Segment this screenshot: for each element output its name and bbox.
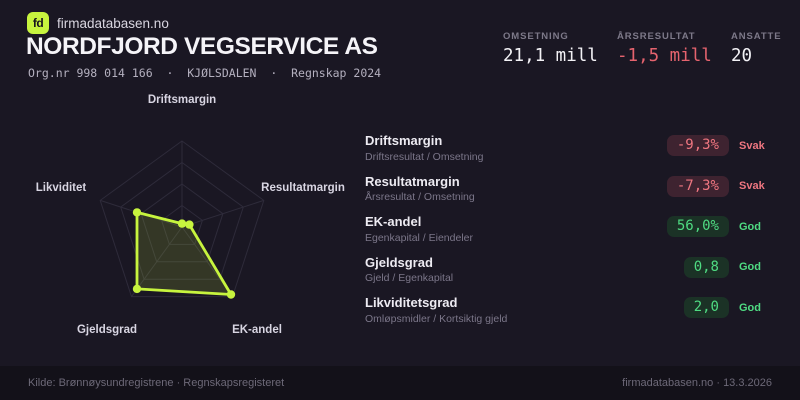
radar-grid-ring xyxy=(120,161,244,280)
metric-value-group: 56,0% God xyxy=(666,216,775,237)
stat-label: ÅRSRESULTAT xyxy=(617,31,696,42)
metric-row: Likviditetsgrad Omløpsmidler / Kortsiktig… xyxy=(365,295,775,337)
brand-site-name[interactable]: firmadatabasen.no xyxy=(57,15,169,31)
radar-grid-spoke xyxy=(131,226,183,297)
firmadatabasen-logo-icon[interactable]: fd xyxy=(27,12,49,34)
metric-rating-label: God xyxy=(739,261,761,273)
metric-formula: Gjeld / Egenkapital xyxy=(365,272,454,285)
metric-row: Driftsmargin Driftsresultat / Omsetning -9… xyxy=(365,133,775,175)
metric-rating-label: Svak xyxy=(739,139,765,152)
metric-row: Resultatmargin Årsresultat / Omsetning -7,… xyxy=(365,173,775,216)
footer-site-date-text: firmadatabasen.no · 13.3.2026 xyxy=(622,377,772,389)
radar-axis-label-gjeldsgrad: Gjeldsgrad xyxy=(76,324,138,336)
metric-info: Gjeldsgrad Gjeld / Egenkapital xyxy=(365,254,454,285)
metric-row: Gjeldsgrad Gjeld / Egenkapital 0,8 God xyxy=(365,254,775,297)
radar-grid-spoke xyxy=(181,199,264,228)
stat-value: -1,5 mill xyxy=(617,46,712,66)
radar-grid-ring xyxy=(99,140,265,298)
radar-data-point xyxy=(132,284,142,294)
metric-row: EK-andel Egenkapital / Eiendeler 56,0% God xyxy=(365,214,775,256)
stat-label: ANSATTE xyxy=(731,31,782,42)
metric-formula: Omløpsmidler / Kortsiktig gjeld xyxy=(365,312,508,325)
company-name-title: NORDFJORD VEGSERVICE AS xyxy=(26,33,378,60)
metric-value-group: 0,8 God xyxy=(683,256,775,278)
metric-formula: Egenkapital / Eiendeler xyxy=(365,231,473,244)
metric-name: Gjeldsgrad xyxy=(365,254,433,270)
radar-grid-ring xyxy=(161,204,203,245)
metric-value-group: -9,3% Svak xyxy=(666,135,775,156)
metric-info: EK-andel Egenkapital / Eiendeler xyxy=(365,214,473,244)
brand-link[interactable]: fd firmadatabasen.no xyxy=(27,12,169,34)
radar-axis-label-likviditet: Likviditet xyxy=(35,182,87,194)
stat-årsresultat: ÅRSRESULTAT -1,5 mill xyxy=(617,31,731,66)
metric-value-group: 2,0 God xyxy=(683,297,775,318)
radar-grid-ring xyxy=(140,183,224,263)
metric-info: Likviditetsgrad Omløpsmidler / Kortsiktig… xyxy=(365,295,508,325)
stat-omsetning: OMSETNING 21,1 mill xyxy=(503,31,617,66)
metric-formula: Driftsresultat / Omsetning xyxy=(365,150,484,163)
footer-source-text: Kilde: Brønnøysundregistrene · Regnskaps… xyxy=(28,377,285,389)
metric-value-group: -7,3% Svak xyxy=(666,175,775,197)
metric-name: Likviditetsgrad xyxy=(365,295,458,310)
metric-name: Driftsmargin xyxy=(365,133,443,148)
radar-data-point xyxy=(185,220,194,229)
radar-data-point xyxy=(132,208,142,217)
stat-value: 21,1 mill xyxy=(503,46,598,66)
stat-label: OMSETNING xyxy=(503,31,569,42)
radar-axis-label-resultatmargin: Resultatmargin xyxy=(261,182,345,194)
metric-value-badge: -9,3% xyxy=(666,135,729,156)
metric-name: Resultatmargin xyxy=(365,173,460,189)
metrics-list: Driftsmargin Driftsresultat / Omsetning -9… xyxy=(365,133,775,337)
metric-info: Resultatmargin Årsresultat / Omsetning xyxy=(365,173,475,204)
metric-rating-label: Svak xyxy=(739,180,765,192)
metric-value-badge: 56,0% xyxy=(666,216,729,237)
metric-rating-label: God xyxy=(739,220,761,233)
metric-info: Driftsmargin Driftsresultat / Omsetning xyxy=(365,133,484,163)
org-info-line: Org.nr 998 014 166 · KJØLSDALEN · Regnsk… xyxy=(28,66,382,80)
stat-ansatte: ANSATTE 20 xyxy=(731,31,782,66)
metric-name: EK-andel xyxy=(365,214,422,229)
metric-formula: Årsresultat / Omsetning xyxy=(365,191,475,204)
metric-rating-label: God xyxy=(739,301,761,314)
key-figures-strip: OMSETNING 21,1 mill ÅRSRESULTAT -1,5 mill AN… xyxy=(503,31,782,66)
radar-axis-label-driftsmargin: Driftsmargin xyxy=(147,94,217,106)
footer-bar: Kilde: Brønnøysundregistrene · Regnskaps… xyxy=(0,366,800,400)
radar-axis-label-ek-andel: EK-andel xyxy=(232,324,282,336)
metric-value-badge: -7,3% xyxy=(666,175,729,197)
metric-value-badge: 0,8 xyxy=(683,256,729,278)
stat-value: 20 xyxy=(731,46,753,66)
radar-data-point xyxy=(177,219,187,228)
metric-value-badge: 2,0 xyxy=(683,297,729,318)
radar-chart xyxy=(99,140,265,299)
radar-data-point xyxy=(226,290,236,299)
